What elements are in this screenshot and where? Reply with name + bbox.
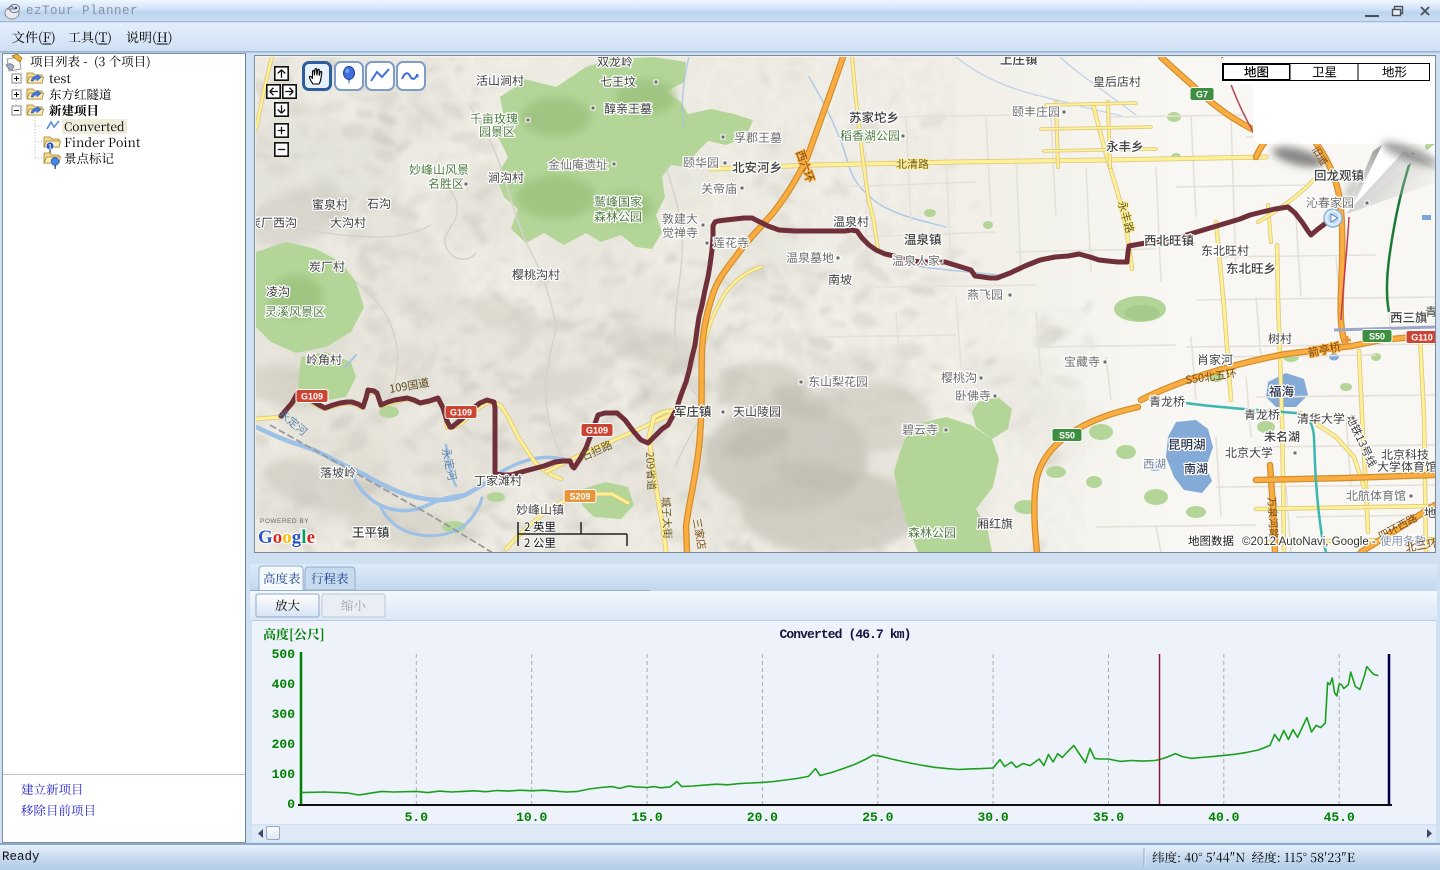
svg-text:400: 400 xyxy=(272,677,296,692)
svg-text:S209: S209 xyxy=(569,492,590,502)
svg-text:POWERED BY: POWERED BY xyxy=(260,518,309,525)
svg-text:200: 200 xyxy=(272,737,296,752)
svg-text:35.0: 35.0 xyxy=(1093,810,1124,824)
svg-text:40.0: 40.0 xyxy=(1208,810,1239,824)
svg-text:G110: G110 xyxy=(1411,333,1433,343)
svg-text:20.0: 20.0 xyxy=(747,810,778,824)
svg-text:G7: G7 xyxy=(1196,90,1208,100)
svg-text:10.0: 10.0 xyxy=(516,810,547,824)
svg-text:G109: G109 xyxy=(301,392,323,402)
svg-text:G109: G109 xyxy=(450,408,472,418)
svg-text:1: 1 xyxy=(48,144,52,151)
svg-text:S50: S50 xyxy=(1059,431,1075,441)
svg-text:100: 100 xyxy=(272,767,296,782)
svg-text:45.0: 45.0 xyxy=(1324,810,1355,824)
svg-text:G109: G109 xyxy=(586,426,608,436)
svg-text:5.0: 5.0 xyxy=(405,810,429,824)
svg-text:30.0: 30.0 xyxy=(977,810,1008,824)
svg-text:Converted (46.7 km): Converted (46.7 km) xyxy=(779,627,910,642)
svg-text:25.0: 25.0 xyxy=(862,810,893,824)
svg-text:©2012 AutoNavi, Google -: ©2012 AutoNavi, Google - xyxy=(1242,536,1376,548)
svg-text:500: 500 xyxy=(272,647,296,662)
svg-text:Google: Google xyxy=(258,527,315,548)
svg-text:0: 0 xyxy=(287,797,295,812)
svg-text:S50: S50 xyxy=(1369,332,1385,342)
svg-text:300: 300 xyxy=(272,707,296,722)
svg-text:15.0: 15.0 xyxy=(631,810,662,824)
